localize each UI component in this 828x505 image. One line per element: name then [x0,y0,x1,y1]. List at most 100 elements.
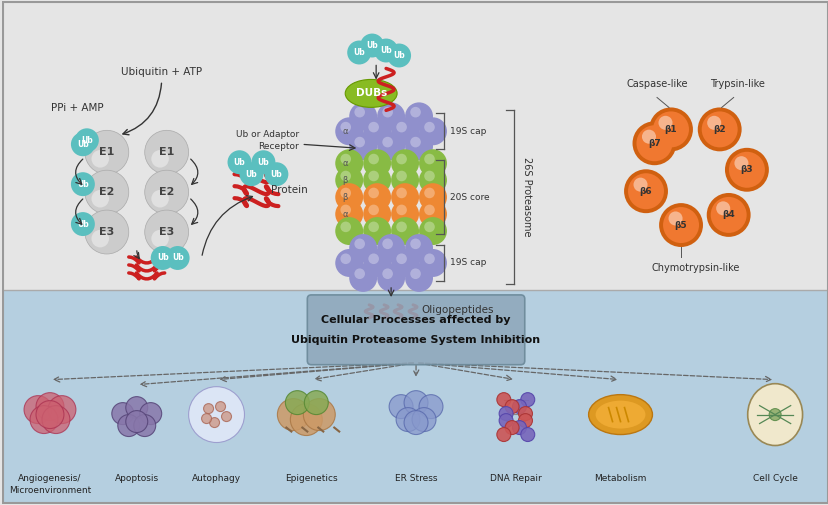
Circle shape [71,172,94,196]
Text: β: β [342,192,347,201]
Circle shape [354,137,364,147]
Circle shape [368,171,378,181]
Ellipse shape [588,394,652,434]
Circle shape [91,150,109,168]
Circle shape [91,230,109,247]
Circle shape [304,391,328,415]
Circle shape [648,108,692,152]
Circle shape [285,391,309,415]
Circle shape [36,400,64,429]
Circle shape [84,210,128,254]
Circle shape [496,428,510,441]
Circle shape [391,149,418,177]
Circle shape [410,269,421,279]
Circle shape [520,393,534,407]
Text: Metabolism: Metabolism [594,474,646,483]
Circle shape [418,249,446,277]
Circle shape [418,394,442,419]
Circle shape [724,148,768,192]
Circle shape [391,200,418,228]
Circle shape [140,402,161,425]
Circle shape [628,173,663,209]
Text: ER Stress: ER Stress [394,474,436,483]
Text: Ub: Ub [270,170,282,179]
Circle shape [496,393,510,407]
Text: E1: E1 [99,147,114,157]
Circle shape [145,170,189,214]
Circle shape [368,205,378,215]
Text: Ub: Ub [233,158,245,167]
Circle shape [706,116,720,130]
Circle shape [377,264,405,292]
Circle shape [396,171,407,181]
Circle shape [391,117,418,145]
Text: E2: E2 [99,187,114,197]
Circle shape [667,212,681,226]
Circle shape [388,394,412,419]
Circle shape [377,234,405,262]
Circle shape [335,183,363,211]
Circle shape [424,154,435,164]
Circle shape [396,188,407,198]
Circle shape [363,117,391,145]
Text: DUBs: DUBs [355,88,387,98]
Circle shape [48,395,76,424]
Text: Ubiquitin Proteasome System Inhibition: Ubiquitin Proteasome System Inhibition [291,335,540,345]
Circle shape [424,254,435,264]
Circle shape [396,222,407,232]
Circle shape [363,249,391,277]
Circle shape [623,169,667,213]
Circle shape [354,107,364,118]
Circle shape [405,132,432,160]
Text: Ub: Ub [77,220,89,229]
Circle shape [658,203,702,247]
Circle shape [264,162,288,186]
Circle shape [391,183,418,211]
Text: β1: β1 [664,125,676,134]
Circle shape [391,249,418,277]
Text: Ub: Ub [245,170,257,179]
Circle shape [363,200,391,228]
Circle shape [391,217,418,245]
Bar [2,1,828,290]
Circle shape [512,421,526,434]
Ellipse shape [344,79,397,108]
Circle shape [424,222,435,232]
Text: PPi + AMP: PPi + AMP [51,104,104,113]
Circle shape [84,170,128,214]
Circle shape [340,171,350,181]
Text: Angiogenesis/
Microenvironment: Angiogenesis/ Microenvironment [9,474,91,494]
Circle shape [335,117,363,145]
Text: Ub: Ub [77,140,89,149]
Circle shape [368,222,378,232]
Circle shape [734,156,748,170]
Text: E2: E2 [159,187,174,197]
Text: Protein: Protein [271,185,308,195]
Circle shape [512,399,526,414]
Text: DNA Repair: DNA Repair [489,474,541,483]
Circle shape [189,387,244,442]
Circle shape [151,246,175,270]
Circle shape [209,418,219,428]
Circle shape [710,197,746,233]
Circle shape [347,40,371,65]
Circle shape [290,403,322,435]
Circle shape [700,112,737,147]
Text: β2: β2 [713,125,725,134]
Circle shape [363,183,391,211]
Text: E1: E1 [159,147,174,157]
Circle shape [349,103,377,130]
Circle shape [410,107,421,118]
Circle shape [382,238,392,249]
Circle shape [382,107,392,118]
Circle shape [377,132,405,160]
Circle shape [405,234,432,262]
Circle shape [410,137,421,147]
Circle shape [728,152,764,188]
Circle shape [373,38,397,63]
Circle shape [498,414,513,428]
Circle shape [396,205,407,215]
Circle shape [636,125,672,161]
Circle shape [418,117,446,145]
Text: α: α [342,159,347,168]
